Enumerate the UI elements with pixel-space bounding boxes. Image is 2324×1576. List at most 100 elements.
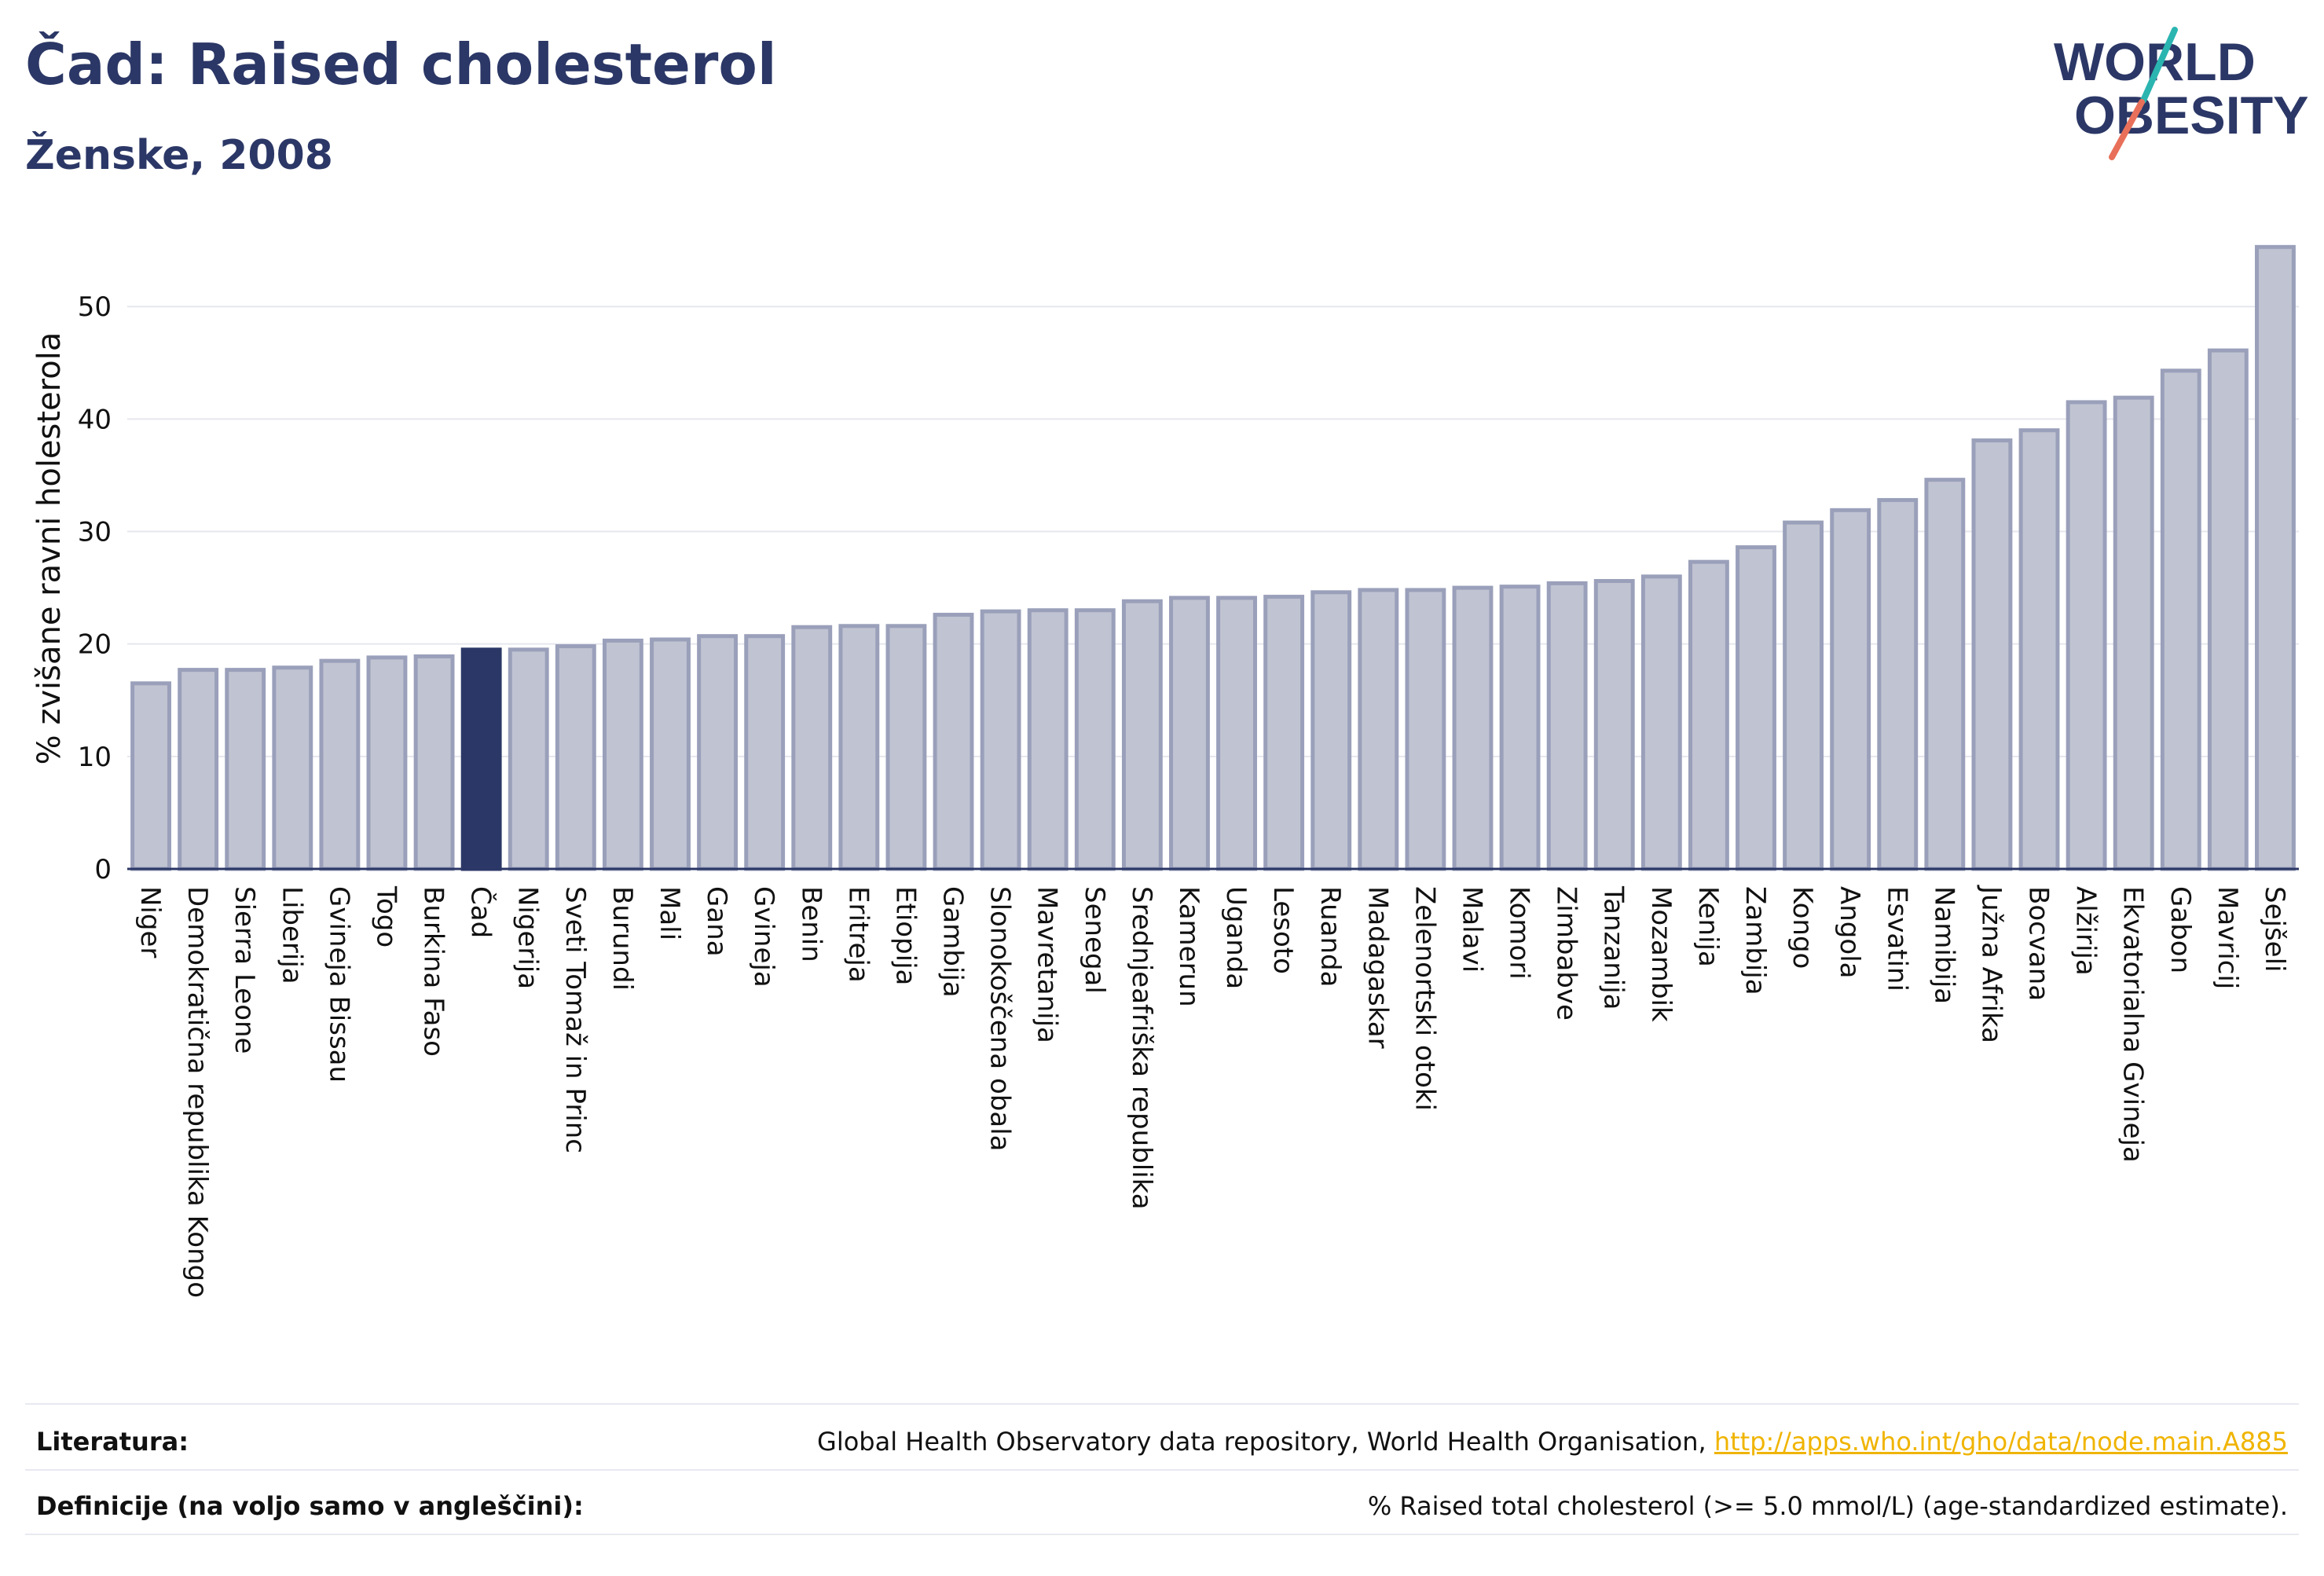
bar-42 xyxy=(2113,395,2154,871)
bar-30 xyxy=(1546,581,1588,871)
bar-35 xyxy=(1783,520,1824,871)
bar-3 xyxy=(272,665,313,871)
definitions-label: Definicije (na voljo samo v angleščini): xyxy=(36,1491,584,1521)
footer-definitions: Definicije (na voljo samo v angleščini):… xyxy=(36,1474,2288,1537)
bar-23 xyxy=(1216,596,1257,871)
bar-41 xyxy=(2066,400,2107,871)
x-tick-label: Čad xyxy=(465,886,497,938)
bar-7 xyxy=(460,647,502,871)
bar-40 xyxy=(2018,428,2060,871)
x-tick-label: Mozambik xyxy=(1645,886,1677,1022)
x-tick-label: Gabon xyxy=(2165,886,2196,973)
x-tick-label: Srednjeafriška republika xyxy=(1126,886,1157,1210)
x-tick-label: Esvatini xyxy=(1881,886,1912,991)
x-tick-label: Ekvatorialna Gvineja xyxy=(2117,886,2149,1163)
x-tick-label: Komori xyxy=(1504,886,1535,980)
bar-18 xyxy=(980,609,1021,871)
bar-26 xyxy=(1358,588,1399,871)
x-tick-label: Lesoto xyxy=(1267,886,1299,974)
x-tick-label: Gambija xyxy=(937,886,969,998)
bar-8 xyxy=(508,647,549,871)
x-tick-label: Mavretanija xyxy=(1032,886,1063,1043)
bar-1 xyxy=(178,668,219,871)
bar-16 xyxy=(885,624,927,871)
bar-22 xyxy=(1169,596,1210,871)
x-tick-label: Nigerija xyxy=(512,886,544,989)
bar-29 xyxy=(1499,585,1541,871)
y-tick-label: 20 xyxy=(78,629,112,661)
x-tick-label: Gana xyxy=(701,886,732,957)
bar-43 xyxy=(2160,368,2201,871)
bar-31 xyxy=(1593,579,1635,871)
x-tick-label: Ruanda xyxy=(1314,886,1346,987)
bar-34 xyxy=(1736,545,1776,871)
x-tick-label: Kamerun xyxy=(1173,886,1204,1007)
x-tick-label: Južna Afrika xyxy=(1975,885,2007,1043)
x-tick-label: Gvineja xyxy=(748,886,779,988)
bar-15 xyxy=(838,624,880,871)
x-tick-label: Zimbabve xyxy=(1551,886,1582,1021)
x-tick-label: Madagaskar xyxy=(1362,886,1393,1049)
references-value: Global Health Observatory data repositor… xyxy=(817,1427,2288,1457)
x-tick-label: Bocvana xyxy=(2023,886,2055,1001)
x-tick-label: Kenija xyxy=(1692,886,1724,967)
bar-6 xyxy=(413,654,455,871)
bar-38 xyxy=(1924,478,1966,871)
bar-37 xyxy=(1877,497,1919,871)
logo-slash-teal xyxy=(2140,27,2178,104)
bar-0 xyxy=(130,681,171,871)
references-link[interactable]: http://apps.who.int/gho/data/node.main.A… xyxy=(1714,1427,2288,1457)
x-tick-label: Niger xyxy=(134,886,166,958)
bar-32 xyxy=(1640,574,1682,871)
footer-divider xyxy=(25,1469,2299,1471)
references-text: Global Health Observatory data repositor… xyxy=(817,1427,1714,1457)
x-tick-label: Alžirija xyxy=(2070,886,2102,976)
x-tick-label: Burundi xyxy=(607,886,638,991)
y-tick-label: 10 xyxy=(78,742,112,773)
chart-subtitle: Ženske, 2008 xyxy=(25,132,333,179)
y-tick-label: 40 xyxy=(78,404,112,435)
x-tick-label: Sierra Leone xyxy=(229,886,260,1054)
x-tick-label: Zelenortski otoki xyxy=(1409,886,1440,1111)
footer-divider xyxy=(25,1534,2299,1535)
bar-13 xyxy=(744,634,786,871)
bar-4 xyxy=(319,658,361,871)
bar-5 xyxy=(366,655,408,871)
y-tick-label: 50 xyxy=(78,291,112,323)
bar-14 xyxy=(791,625,833,871)
logo-slash-coral xyxy=(2109,99,2145,160)
bar-20 xyxy=(1074,608,1116,871)
world-obesity-logo: WORLD OBESITY xyxy=(2054,27,2309,160)
bar-33 xyxy=(1688,559,1729,871)
x-tick-label: Liberija xyxy=(276,886,307,984)
x-tick-label: Sveti Tomaž in Princ xyxy=(559,886,591,1153)
bar-28 xyxy=(1452,585,1494,871)
x-tick-label: Mavricij xyxy=(2212,886,2243,989)
bar-2 xyxy=(225,668,266,871)
bar-27 xyxy=(1405,588,1446,871)
bar-25 xyxy=(1310,590,1352,871)
x-tick-label: Etiopija xyxy=(889,886,921,985)
x-tick-label: Benin xyxy=(795,886,827,962)
logo-word-obesity: OBESITY xyxy=(2074,86,2309,145)
bar-36 xyxy=(1830,508,1871,871)
y-tick-label: 0 xyxy=(94,854,112,885)
bar-44 xyxy=(2207,348,2249,871)
bar-9 xyxy=(555,644,596,871)
bar-19 xyxy=(1027,608,1069,871)
x-tick-label: Kongo xyxy=(1787,886,1818,969)
x-tick-label: Burkina Faso xyxy=(418,886,449,1057)
x-tick-label: Angola xyxy=(1834,886,1865,978)
x-tick-label: Namibija xyxy=(1928,886,1959,1004)
y-axis-title: % zvišane ravni holesterola xyxy=(31,332,68,765)
y-tick-label: 30 xyxy=(78,517,112,548)
x-tick-label: Gvineja Bissau xyxy=(323,886,354,1083)
x-tick-label: Demokratična republika Kongo xyxy=(181,886,213,1298)
x-tick-label: Zambija xyxy=(1739,886,1771,995)
x-tick-label: Tanzanija xyxy=(1598,885,1629,1010)
bar-24 xyxy=(1263,595,1305,871)
x-tick-label: Slonokoščena obala xyxy=(984,886,1016,1151)
bar-chart: 0 10 20 30 40 50 % zvišane ravni holesterola Ni… xyxy=(31,244,2299,1298)
bar-11 xyxy=(650,637,691,871)
x-tick-label: Uganda xyxy=(1220,886,1252,989)
